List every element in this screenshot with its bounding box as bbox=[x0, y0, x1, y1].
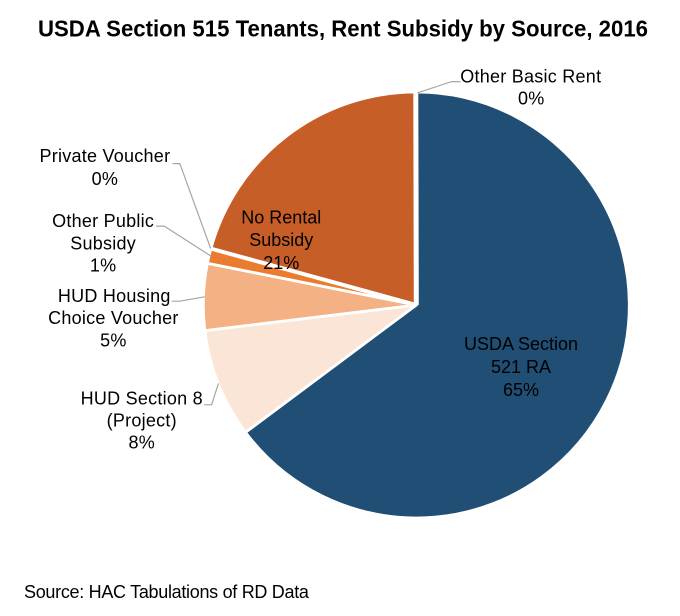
svg-text:HUD Section 8: HUD Section 8 bbox=[81, 388, 203, 408]
svg-text:HUD Housing: HUD Housing bbox=[58, 286, 171, 306]
svg-text:USDA Section 515 Tenants, Rent: USDA Section 515 Tenants, Rent Subsidy b… bbox=[38, 16, 648, 42]
svg-text:65%: 65% bbox=[503, 380, 539, 400]
svg-text:USDA Section: USDA Section bbox=[464, 334, 578, 354]
svg-text:Private Voucher: Private Voucher bbox=[39, 146, 170, 166]
svg-text:Other Basic Rent: Other Basic Rent bbox=[460, 67, 601, 87]
svg-text:521 RA: 521 RA bbox=[491, 357, 551, 377]
svg-text:Source: HAC Tabulations of RD: Source: HAC Tabulations of RD Data bbox=[24, 582, 310, 602]
svg-text:0%: 0% bbox=[518, 89, 545, 109]
svg-text:No Rental: No Rental bbox=[241, 208, 321, 228]
svg-text:8%: 8% bbox=[129, 433, 156, 453]
svg-text:Other Public: Other Public bbox=[52, 211, 154, 231]
svg-text:1%: 1% bbox=[90, 256, 117, 276]
svg-text:0%: 0% bbox=[92, 169, 119, 189]
svg-text:5%: 5% bbox=[100, 330, 127, 350]
svg-text:Subsidy: Subsidy bbox=[70, 233, 136, 253]
svg-text:(Project): (Project) bbox=[107, 410, 177, 430]
svg-text:Choice Voucher: Choice Voucher bbox=[48, 308, 179, 328]
svg-text:21%: 21% bbox=[263, 253, 299, 273]
svg-text:Subsidy: Subsidy bbox=[249, 230, 313, 250]
